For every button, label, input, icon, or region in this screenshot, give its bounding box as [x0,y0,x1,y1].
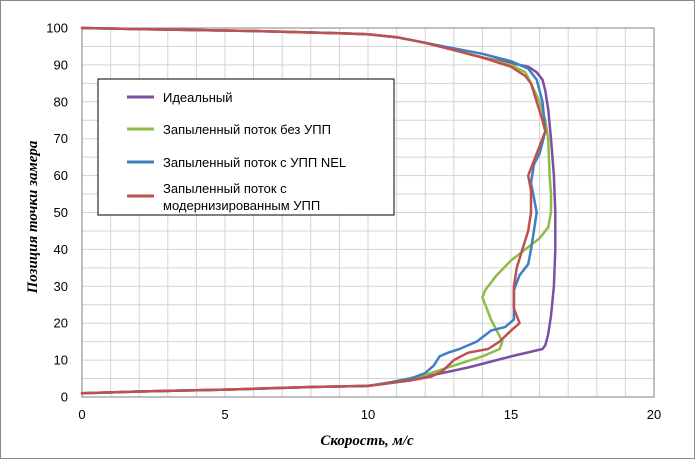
y-tick-label: 20 [54,316,68,331]
x-tick-label: 0 [78,407,85,422]
x-axis-ticks: 0 5 10 15 20 [78,407,661,422]
y-tick-label: 40 [54,242,68,257]
x-tick-label: 10 [361,407,375,422]
x-tick-label: 20 [647,407,661,422]
y-axis-ticks: 0 10 20 30 40 50 60 70 80 90 100 [46,21,68,405]
y-tick-label: 0 [61,390,68,405]
x-tick-label: 15 [504,407,518,422]
legend-box [97,78,395,216]
series-line-4 [80,26,547,395]
y-tick-label: 50 [54,205,68,220]
y-tick-label: 60 [54,168,68,183]
y-tick-label: 90 [54,57,68,72]
legend-label-1: Идеальный [163,90,233,105]
y-tick-label: 100 [46,21,68,36]
legend-label-4: Запыленный поток с модернизированным УПП [163,181,320,213]
y-tick-label: 70 [54,131,68,146]
y-tick-label: 10 [54,353,68,368]
y-tick-label: 80 [54,94,68,109]
y-axis-title: Позиция точки замера [25,140,41,294]
legend-label-3: Запыленный поток с УПП NEL [163,155,346,170]
plot-area [81,27,655,398]
y-tick-label: 30 [54,279,68,294]
legend-label-2: Запыленный поток без УПП [163,122,331,137]
x-axis-title: Скорость, м/с [320,433,414,449]
series-group [80,26,557,395]
legend: Идеальный Запыленный поток без УПП Запылен… [97,78,395,216]
x-tick-label: 5 [221,407,228,422]
